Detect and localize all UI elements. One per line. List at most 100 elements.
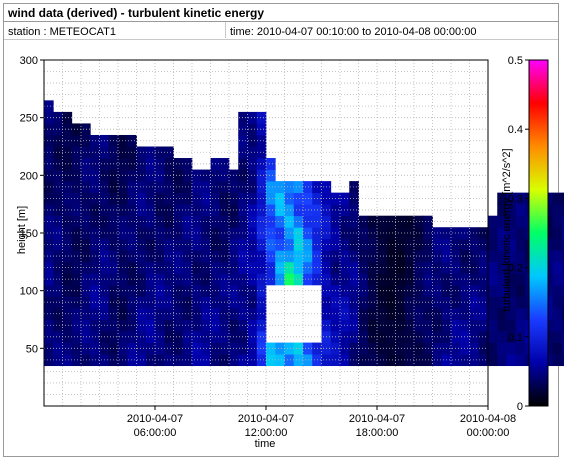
heatmap-cell: [127, 273, 137, 286]
heatmap-cell: [478, 284, 489, 297]
heatmap-cell: [53, 181, 63, 194]
heatmap-cell: [377, 342, 387, 355]
heatmap-cell: [71, 331, 82, 343]
heatmap-cell: [562, 250, 564, 263]
heatmap-cell: [182, 169, 193, 182]
heatmap-cell: [367, 296, 378, 309]
heatmap-cell: [358, 284, 369, 297]
heatmap-cell: [377, 273, 387, 286]
heatmap-cell: [81, 250, 91, 263]
heatmap-cell: [62, 111, 73, 124]
heatmap-cell: [469, 307, 480, 320]
heatmap-cell: [192, 319, 202, 332]
heatmap-cell: [145, 319, 156, 332]
heatmap-cell: [552, 342, 563, 355]
heatmap-cell: [404, 250, 415, 263]
heatmap-cell: [173, 204, 184, 217]
heatmap-cell: [395, 342, 406, 355]
heatmap-cell: [562, 307, 564, 320]
heatmap-cell: [247, 192, 258, 205]
heatmap-cell: [192, 331, 202, 343]
heatmap-cell: [367, 331, 378, 343]
heatmap-cell: [367, 238, 378, 251]
heatmap-cell: [62, 158, 73, 170]
heatmap-cell: [266, 158, 276, 170]
heatmap-cell: [53, 250, 63, 263]
heatmap-cell: [53, 238, 63, 251]
heatmap-cell: [414, 307, 424, 320]
heatmap-cell: [127, 307, 137, 320]
heatmap-cell: [164, 261, 174, 274]
heatmap-cell: [414, 331, 424, 343]
heatmap-cell: [136, 342, 147, 355]
heatmap-cell: [81, 331, 91, 343]
heatmap-cell: [81, 319, 91, 332]
heatmap-cell: [136, 296, 147, 309]
x-tick-label-time: 12:00:00: [245, 427, 288, 439]
heatmap-cell: [367, 261, 378, 274]
heatmap-cell: [303, 227, 313, 240]
heatmap-cell: [284, 342, 295, 355]
heatmap-cell: [303, 261, 313, 274]
heatmap-cell: [515, 354, 526, 367]
heatmap-cell: [469, 296, 480, 309]
heatmap-cell: [497, 273, 507, 286]
heatmap-cell: [488, 261, 498, 274]
heatmap-cell: [81, 181, 91, 194]
heatmap-cell: [182, 238, 193, 251]
heatmap-cell: [238, 204, 248, 217]
heatmap-cell: [256, 273, 267, 286]
heatmap-cell: [293, 273, 304, 286]
heatmap-cell: [395, 273, 406, 286]
heatmap-cell: [238, 354, 248, 367]
heatmap-cell: [293, 215, 304, 228]
colorbar-tick-label: 0.4: [508, 124, 523, 136]
heatmap-cell: [562, 215, 564, 228]
heatmap-cell: [53, 296, 63, 309]
heatmap-cell: [164, 342, 174, 355]
heatmap-cell: [247, 319, 258, 332]
heatmap-cell: [192, 354, 202, 367]
heatmap-cell: [497, 227, 507, 240]
heatmap-cell: [395, 227, 406, 240]
heatmap-cell: [404, 307, 415, 320]
heatmap-cell: [173, 261, 184, 274]
heatmap-cell: [478, 354, 489, 367]
x-axis-label: time: [255, 438, 276, 450]
heatmap-cell: [460, 250, 470, 263]
heatmap-cell: [81, 123, 91, 136]
heatmap-cell: [478, 238, 489, 251]
heatmap-cell: [53, 134, 63, 147]
heatmap-cell: [562, 204, 564, 217]
x-tick-label-date: 2010-04-07: [349, 413, 405, 425]
heatmap-cell: [173, 284, 184, 297]
heatmap-cell: [460, 273, 470, 286]
heatmap-cell: [367, 307, 378, 320]
heatmap-cell: [395, 331, 406, 343]
heatmap-cell: [173, 192, 184, 205]
heatmap-cell: [386, 331, 396, 343]
heatmap-cell: [488, 342, 498, 355]
heatmap-cell: [182, 227, 193, 240]
heatmap-cell: [145, 250, 156, 263]
heatmap-cell: [506, 215, 517, 228]
heatmap-cell: [497, 238, 507, 251]
heatmap-cell: [404, 342, 415, 355]
heatmap-cell: [127, 238, 137, 251]
heatmap-cell: [349, 215, 359, 228]
heatmap-cell: [377, 215, 387, 228]
heatmap-cell: [404, 238, 415, 251]
heatmap-cell: [173, 273, 184, 286]
heatmap-cell: [247, 204, 258, 217]
heatmap-cell: [173, 319, 184, 332]
heatmap-cell: [81, 192, 91, 205]
heatmap-cell: [182, 354, 193, 367]
heatmap-cell: [71, 146, 82, 159]
colorbar-tick-label: 0.3: [508, 193, 523, 205]
heatmap-cell: [44, 284, 54, 297]
heatmap-cell: [155, 307, 165, 320]
heatmap-cell: [53, 319, 63, 332]
y-tick-label: 300: [20, 55, 38, 67]
heatmap-cell: [562, 227, 564, 240]
heatmap-cell: [293, 250, 304, 263]
